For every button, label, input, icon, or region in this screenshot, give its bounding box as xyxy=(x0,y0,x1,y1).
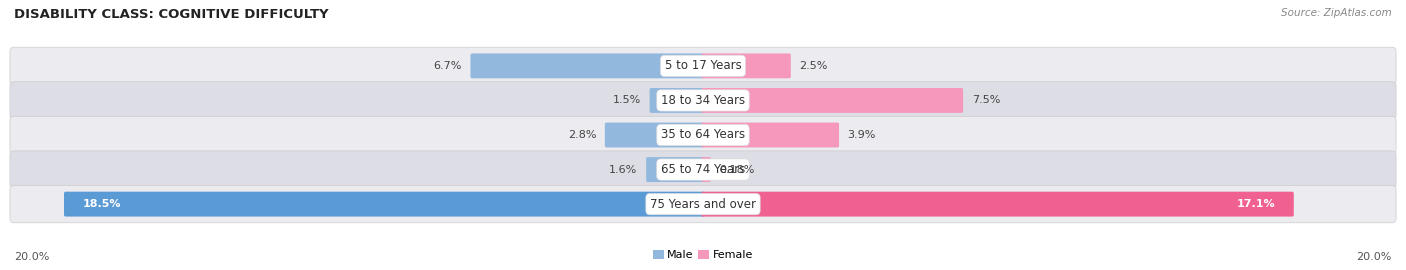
FancyBboxPatch shape xyxy=(702,157,711,182)
Text: 20.0%: 20.0% xyxy=(1357,252,1392,262)
FancyBboxPatch shape xyxy=(10,47,1396,85)
Text: Source: ZipAtlas.com: Source: ZipAtlas.com xyxy=(1281,8,1392,18)
Text: 7.5%: 7.5% xyxy=(972,95,1000,106)
Text: DISABILITY CLASS: COGNITIVE DIFFICULTY: DISABILITY CLASS: COGNITIVE DIFFICULTY xyxy=(14,8,329,21)
Text: 65 to 74 Years: 65 to 74 Years xyxy=(661,163,745,176)
Text: 20.0%: 20.0% xyxy=(14,252,49,262)
FancyBboxPatch shape xyxy=(10,116,1396,154)
FancyBboxPatch shape xyxy=(10,185,1396,223)
FancyBboxPatch shape xyxy=(65,192,704,217)
Legend: Male, Female: Male, Female xyxy=(648,245,758,264)
Text: 1.6%: 1.6% xyxy=(609,164,637,175)
Text: 35 to 64 Years: 35 to 64 Years xyxy=(661,129,745,141)
Text: 17.1%: 17.1% xyxy=(1236,199,1275,209)
Text: 6.7%: 6.7% xyxy=(433,61,461,71)
Text: 2.8%: 2.8% xyxy=(568,130,596,140)
FancyBboxPatch shape xyxy=(605,123,704,147)
Text: 0.18%: 0.18% xyxy=(720,164,755,175)
Text: 3.9%: 3.9% xyxy=(848,130,876,140)
Text: 75 Years and over: 75 Years and over xyxy=(650,198,756,211)
FancyBboxPatch shape xyxy=(10,82,1396,119)
FancyBboxPatch shape xyxy=(650,88,704,113)
FancyBboxPatch shape xyxy=(702,192,1294,217)
FancyBboxPatch shape xyxy=(647,157,704,182)
FancyBboxPatch shape xyxy=(10,151,1396,188)
FancyBboxPatch shape xyxy=(702,123,839,147)
Text: 2.5%: 2.5% xyxy=(800,61,828,71)
FancyBboxPatch shape xyxy=(702,53,790,78)
FancyBboxPatch shape xyxy=(702,88,963,113)
Text: 18 to 34 Years: 18 to 34 Years xyxy=(661,94,745,107)
Text: 18.5%: 18.5% xyxy=(83,199,121,209)
Text: 5 to 17 Years: 5 to 17 Years xyxy=(665,59,741,72)
Text: 1.5%: 1.5% xyxy=(613,95,641,106)
FancyBboxPatch shape xyxy=(471,53,704,78)
